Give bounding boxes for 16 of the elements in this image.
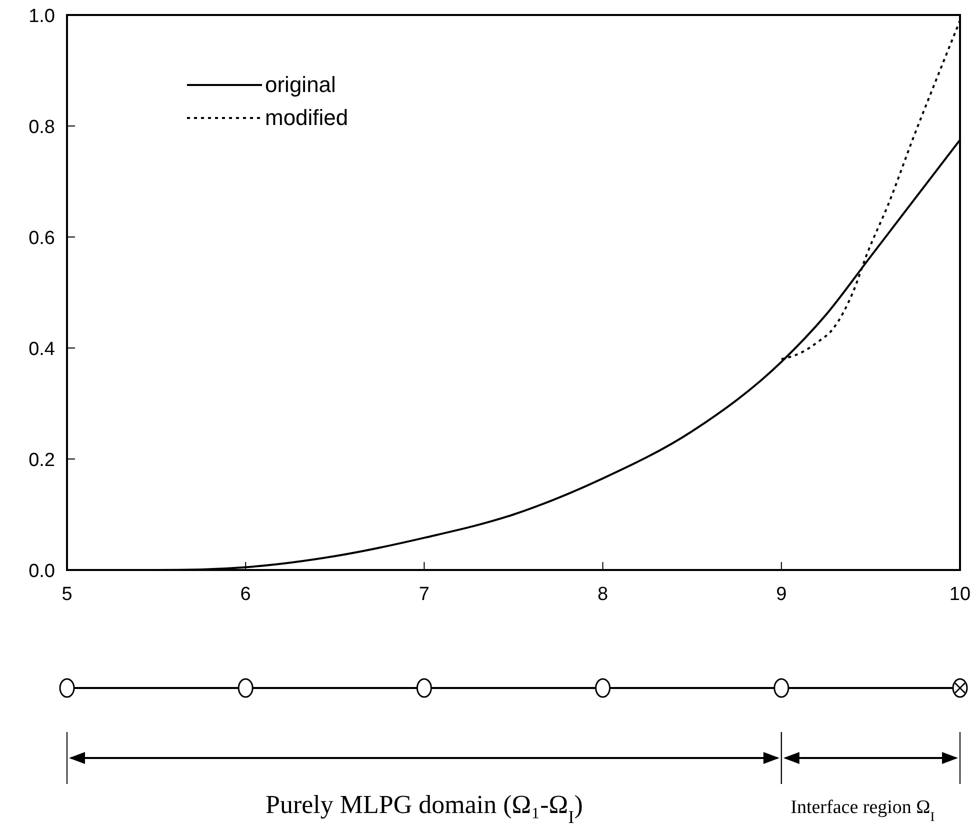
x-tick-label: 10 [949, 584, 971, 605]
y-tick-label: 0.8 [28, 117, 55, 138]
x-tick-label: 9 [776, 584, 787, 605]
x-tick-label: 8 [598, 584, 608, 605]
x-tick-label: 7 [418, 584, 430, 605]
x-tick-label: 5 [62, 584, 72, 605]
text: Purely MLPG domain (Ω₁-Ω$_{I}$) [266, 790, 583, 827]
y-tick-label: 0.4 [28, 339, 56, 360]
y-tick-label: 0.2 [28, 450, 55, 471]
y-tick-label: 1.0 [28, 6, 55, 27]
x-tick-label: 6 [240, 584, 251, 605]
legend-label: modified [265, 105, 348, 130]
legend-label: original [265, 72, 336, 97]
y-tick-label: 0.0 [28, 561, 55, 582]
text: Interface region Ω$_{I}$ [790, 797, 935, 824]
y-tick-label: 0.6 [28, 228, 55, 249]
